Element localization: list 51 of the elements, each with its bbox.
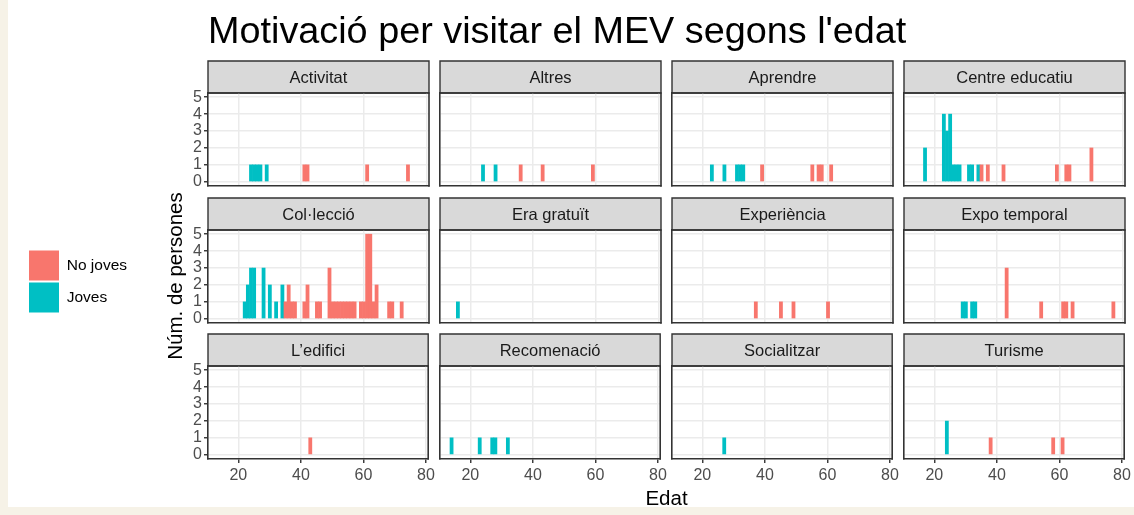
chart-title: Experiència [739,204,827,223]
y-tick-label: 5 [193,360,203,378]
x-tick-label: 20 [925,466,944,484]
x-tick-label: 20 [229,466,248,484]
y-tick-label: 0 [193,445,203,463]
y-tick-label: 0 [193,172,203,190]
y-tick-label: 1 [193,155,203,173]
chart-title: Activitat [289,67,348,86]
x-tick-label: 80 [649,466,668,484]
y-tick-label: 2 [193,411,203,429]
legend-label: No joves [66,255,128,273]
chart-title: Expo temporal [961,204,1068,223]
y-tick-label: 0 [193,309,203,327]
x-tick-label: 40 [292,466,310,484]
chart-title: Recomenació [499,340,601,359]
y-tick-label: 4 [193,104,203,122]
y-tick-label: 1 [193,292,203,310]
x-tick-label: 40 [524,466,542,484]
x-tick-label: 60 [1050,466,1069,484]
chart-title: Era gratuït [511,204,590,223]
chart-title: Col·lecció [282,204,355,223]
chart-title: Altres [529,67,572,86]
y-tick-label: 3 [193,121,203,139]
y-tick-label: 2 [193,138,203,156]
chart-title: L’edifici [291,340,346,359]
y-tick-label: 2 [193,275,203,293]
chart-title: Centre educatiu [956,67,1073,86]
x-tick-label: 80 [1113,466,1132,484]
x-tick-label: 60 [354,466,373,484]
text: Núm. de persones [162,192,185,360]
y-tick-label: 1 [193,428,203,446]
y-tick-label: 3 [193,258,203,276]
chart-title: Socialitzar [744,340,821,359]
y-tick-label: 4 [193,241,203,259]
x-tick-label: 40 [988,466,1006,484]
y-tick-label: 3 [193,394,203,412]
text: Edat [645,486,688,509]
chart-title: Aprendre [748,67,817,86]
x-tick-label: 80 [881,466,900,484]
x-tick-label: 60 [586,466,605,484]
x-tick-label: 60 [818,466,837,484]
legend-label: Joves [66,287,108,305]
x-tick-label: 20 [461,466,480,484]
x-tick-label: 80 [417,466,436,484]
x-tick-label: 40 [756,466,774,484]
x-tick-label: 20 [693,466,712,484]
y-tick-label: 5 [193,224,203,242]
y-tick-label: 4 [193,377,203,395]
y-tick-label: 5 [193,87,203,105]
chart-title: Turisme [984,340,1044,359]
text: Motivació per visitar el MEV segons l'edat [208,9,907,51]
